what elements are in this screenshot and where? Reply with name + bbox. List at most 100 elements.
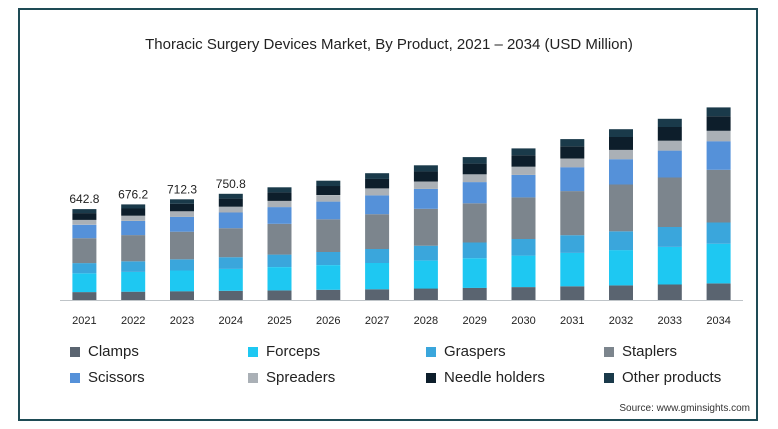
bar-segment-forceps-2022 (121, 271, 146, 292)
bar-segment-clamps-2030 (511, 287, 536, 300)
data-label-2021: 642.8 (69, 192, 99, 206)
bar-segment-needle-holders-2031 (560, 146, 585, 159)
legend-swatch (604, 372, 614, 383)
legend-item-graspers: Graspers (426, 343, 506, 360)
bar-segment-other-products-2033 (657, 118, 682, 127)
legend-swatch (426, 372, 436, 383)
bar-segment-staplers-2023 (170, 231, 194, 260)
bar-segment-needle-holders-2023 (170, 203, 194, 212)
bar-segment-spreaders-2033 (657, 140, 682, 151)
bar-segment-forceps-2028 (413, 260, 438, 289)
bar-segment-other-products-2034 (706, 107, 731, 117)
legend-item-needle-holders: Needle holders (426, 369, 545, 386)
bar-segment-spreaders-2023 (170, 211, 194, 217)
bar-segment-other-products-2026 (316, 180, 341, 187)
bar-segment-staplers-2024 (218, 228, 243, 258)
legend-label: Staplers (622, 343, 678, 360)
x-tick-label-2032: 2032 (609, 315, 633, 327)
x-tick-label-2021: 2021 (72, 315, 96, 327)
bar-segment-spreaders-2028 (413, 181, 438, 189)
bar-segment-graspers-2023 (170, 259, 194, 271)
source-note: Source: www.gminsights.com (619, 403, 750, 414)
bar-segment-other-products-2023 (170, 199, 194, 204)
bar-segment-scissors-2031 (560, 167, 585, 192)
legend-item-spreaders: Spreaders (248, 369, 335, 386)
bar-segment-spreaders-2027 (365, 188, 390, 196)
bar-segment-graspers-2031 (560, 235, 585, 253)
bar-segment-clamps-2026 (316, 289, 341, 300)
x-tick-label-2027: 2027 (365, 315, 389, 327)
bar-segment-other-products-2022 (121, 204, 146, 209)
x-tick-label-2034: 2034 (706, 315, 730, 327)
bar-segment-spreaders-2025 (267, 200, 292, 208)
bar-segment-graspers-2032 (609, 231, 633, 251)
bar-segment-graspers-2029 (462, 242, 487, 259)
bar-segment-scissors-2032 (609, 159, 633, 185)
bar-segment-graspers-2021 (72, 263, 97, 274)
bar-segment-forceps-2031 (560, 252, 585, 287)
bar-segment-forceps-2029 (462, 258, 487, 288)
bar-segment-forceps-2027 (365, 263, 390, 290)
bar-segment-clamps-2021 (72, 292, 97, 300)
bar-segment-staplers-2032 (609, 184, 633, 232)
bar-segment-spreaders-2030 (511, 166, 536, 175)
bar-segment-staplers-2028 (413, 208, 438, 246)
legend-swatch (70, 372, 80, 383)
bar-segment-forceps-2030 (511, 255, 536, 288)
bar-segment-clamps-2022 (121, 291, 146, 300)
legend-item-scissors: Scissors (70, 369, 145, 386)
bar-segment-scissors-2021 (72, 224, 97, 239)
bar-segment-scissors-2023 (170, 216, 194, 232)
bar-segment-spreaders-2031 (560, 158, 585, 168)
data-label-2024: 750.8 (216, 177, 246, 191)
x-tick-label-2033: 2033 (658, 315, 682, 327)
x-tick-label-2022: 2022 (121, 315, 145, 327)
bar-segment-other-products-2021 (72, 209, 97, 214)
bar-segment-staplers-2022 (121, 235, 146, 262)
bar-segment-needle-holders-2027 (365, 178, 390, 189)
bar-segment-clamps-2032 (609, 285, 633, 300)
data-label-2022: 676.2 (118, 187, 148, 201)
bar-segment-other-products-2030 (511, 148, 536, 156)
bar-segment-forceps-2034 (706, 243, 731, 284)
bar-segment-graspers-2026 (316, 251, 341, 265)
bar-segment-needle-holders-2034 (706, 116, 731, 131)
bar-segment-other-products-2025 (267, 187, 292, 193)
bar-segment-needle-holders-2024 (218, 198, 243, 207)
bar-segment-scissors-2027 (365, 195, 390, 215)
bar-segment-scissors-2026 (316, 201, 341, 220)
bar-segment-scissors-2024 (218, 212, 243, 229)
bar-segment-other-products-2032 (609, 129, 633, 137)
bar-segment-needle-holders-2025 (267, 192, 292, 201)
legend-label: Other products (622, 369, 722, 386)
bar-segment-needle-holders-2029 (462, 163, 487, 175)
x-tick-label-2025: 2025 (267, 315, 291, 327)
bar-segment-scissors-2034 (706, 141, 731, 170)
bar-segment-graspers-2033 (657, 227, 682, 247)
legend-swatch (604, 346, 614, 357)
legend-swatch (248, 372, 258, 383)
bar-segment-clamps-2027 (365, 289, 390, 300)
legend-item-clamps: Clamps (70, 343, 139, 360)
bar-segment-staplers-2031 (560, 191, 585, 236)
bar-segment-needle-holders-2033 (657, 127, 682, 141)
x-tick-label-2029: 2029 (462, 315, 486, 327)
bar-segment-graspers-2025 (267, 254, 292, 267)
bar-segment-clamps-2031 (560, 286, 585, 300)
bar-segment-spreaders-2026 (316, 195, 341, 202)
bar-segment-needle-holders-2021 (72, 213, 97, 220)
bar-segment-scissors-2028 (413, 188, 438, 209)
bar-segment-forceps-2023 (170, 270, 194, 292)
bar-segment-graspers-2030 (511, 238, 536, 256)
bar-segment-clamps-2028 (413, 288, 438, 300)
bar-segment-staplers-2029 (462, 203, 487, 243)
bar-segment-other-products-2031 (560, 139, 585, 147)
bar-segment-scissors-2025 (267, 207, 292, 224)
bar-segment-clamps-2029 (462, 287, 487, 300)
legend-swatch (426, 346, 436, 357)
legend-item-other-products: Other products (604, 369, 721, 386)
bar-segment-other-products-2028 (413, 165, 438, 172)
bar-segment-other-products-2029 (462, 157, 487, 164)
data-label-2023: 712.3 (167, 182, 197, 196)
bar-segment-staplers-2030 (511, 197, 536, 239)
